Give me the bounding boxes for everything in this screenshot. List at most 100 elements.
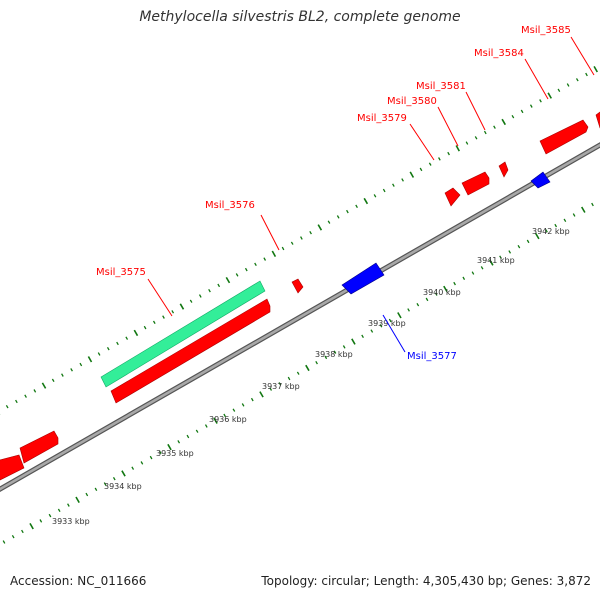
scale-tick-major [489, 259, 494, 266]
scale-labels: 3933 kbp 3934 kbp 3935 kbp 3936 kbp 3937… [52, 227, 570, 526]
scale-tick-minor [346, 209, 349, 214]
scale-label-3933: 3933 kbp [52, 517, 90, 526]
scale-tick-major [501, 118, 506, 126]
scale-label-3941: 3941 kbp [477, 256, 515, 265]
scale-tick-minor [453, 281, 456, 286]
scale-tick-minor [591, 202, 594, 207]
scale-tick-minor [48, 513, 52, 518]
leader-line-msil-3584 [524, 58, 549, 100]
scale-tick-minor [281, 246, 285, 251]
scale-tick-minor [379, 324, 383, 328]
scale-tick-minor [116, 341, 119, 346]
scale-tick-minor [373, 194, 377, 198]
scale-tick-major [87, 356, 93, 363]
accession-text: Accession: NC_011666 [10, 574, 147, 588]
scale-tick-minor [79, 362, 83, 367]
scale-label-3942: 3942 kbp [532, 227, 570, 236]
scale-tick-minor [208, 288, 211, 293]
scale-tick-minor [94, 487, 98, 492]
scale-tick-minor [67, 503, 70, 507]
scale-tick-minor [309, 230, 312, 235]
scale-tick-minor [57, 508, 61, 513]
scale-tick-major [225, 276, 231, 284]
scale-tick-minor [278, 382, 282, 386]
scale-tick-minor [327, 220, 331, 224]
scale-tick-minor [575, 78, 579, 82]
gene-arrow-reverse-msil-3577 [341, 262, 385, 295]
scale-tick-major [351, 338, 356, 345]
scale-tick-minor [103, 482, 107, 486]
scale-tick-major [133, 329, 139, 337]
scale-tick-minor [263, 257, 267, 261]
gene-arrow-forward [19, 430, 59, 464]
leader-line-msil-3575 [147, 278, 173, 317]
gene-arrow-forward [0, 454, 25, 481]
scale-tick-minor [401, 178, 404, 182]
scale-tick-minor [112, 476, 116, 481]
scale-tick-major [593, 66, 598, 73]
scale-tick-major [547, 92, 552, 99]
scale-tick-minor [392, 183, 395, 187]
gene-arrow-forward [461, 171, 490, 196]
scale-tick-minor [434, 292, 438, 296]
scale-tick-major [75, 496, 80, 503]
leader-line-msil-3577 [382, 314, 406, 353]
scale-tick-minor [474, 136, 478, 140]
scale-tick-minor [250, 397, 254, 402]
scale-tick-minor [158, 450, 162, 455]
scale-label-3934: 3934 kbp [104, 482, 142, 491]
scale-tick-minor [315, 360, 318, 365]
gene-arrow-forward [291, 278, 304, 294]
forward-scale-ticks [0, 66, 598, 415]
gene-label-msil-3585: Msil_3585 [521, 25, 571, 36]
gene-arrow-forward [539, 119, 589, 155]
scale-tick-minor [241, 403, 245, 407]
gene-arrow-forward-msil-3575 [110, 298, 271, 404]
scale-tick-major [305, 364, 310, 372]
scale-tick-major [581, 206, 586, 213]
scale-tick-major [535, 232, 540, 240]
scale-tick-minor [462, 276, 466, 281]
scale-tick-minor [235, 273, 239, 277]
scale-tick-minor [566, 83, 570, 87]
gene-label-msil-3581: Msil_3581 [416, 81, 466, 92]
scale-label-3937: 3937 kbp [262, 382, 300, 391]
scale-label-3938: 3938 kbp [315, 350, 353, 359]
scale-tick-minor [51, 378, 55, 383]
scale-tick-minor [186, 434, 190, 439]
scale-tick-minor [33, 389, 37, 393]
reverse-genes [341, 171, 551, 295]
scale-tick-major [363, 197, 369, 205]
scale-tick-minor [483, 130, 487, 135]
scale-tick-minor [232, 408, 236, 412]
scale-tick-major [167, 443, 172, 451]
scale-tick-minor [290, 241, 294, 245]
scale-tick-minor [61, 373, 64, 377]
scale-tick-major [317, 224, 323, 231]
forward-genes [0, 111, 600, 481]
scale-tick-minor [333, 350, 337, 354]
scale-tick-minor [269, 387, 273, 391]
scale-tick-minor [511, 114, 515, 119]
gene-arrow-reverse [530, 171, 551, 189]
scale-tick-minor [493, 125, 496, 129]
scale-tick-minor [517, 244, 521, 249]
scale-tick-major [443, 285, 448, 293]
scale-tick-major [29, 523, 34, 530]
scale-tick-minor [254, 262, 257, 267]
scale-tick-minor [585, 72, 588, 77]
scale-tick-major [179, 303, 185, 310]
scale-tick-minor [5, 404, 9, 409]
scale-tick-major [271, 250, 277, 257]
scale-tick-minor [471, 271, 475, 275]
gene-label-msil-3580: Msil_3580 [387, 96, 437, 107]
scale-tick-minor [407, 308, 410, 312]
leader-line-msil-3581 [465, 91, 486, 131]
scale-tick-major [259, 391, 264, 398]
leader-line-msil-3576 [260, 214, 280, 251]
gene-arrow-forward [595, 111, 600, 129]
scale-tick-minor [419, 167, 423, 172]
scale-tick-major [397, 312, 402, 319]
scale-tick-major [409, 171, 415, 178]
